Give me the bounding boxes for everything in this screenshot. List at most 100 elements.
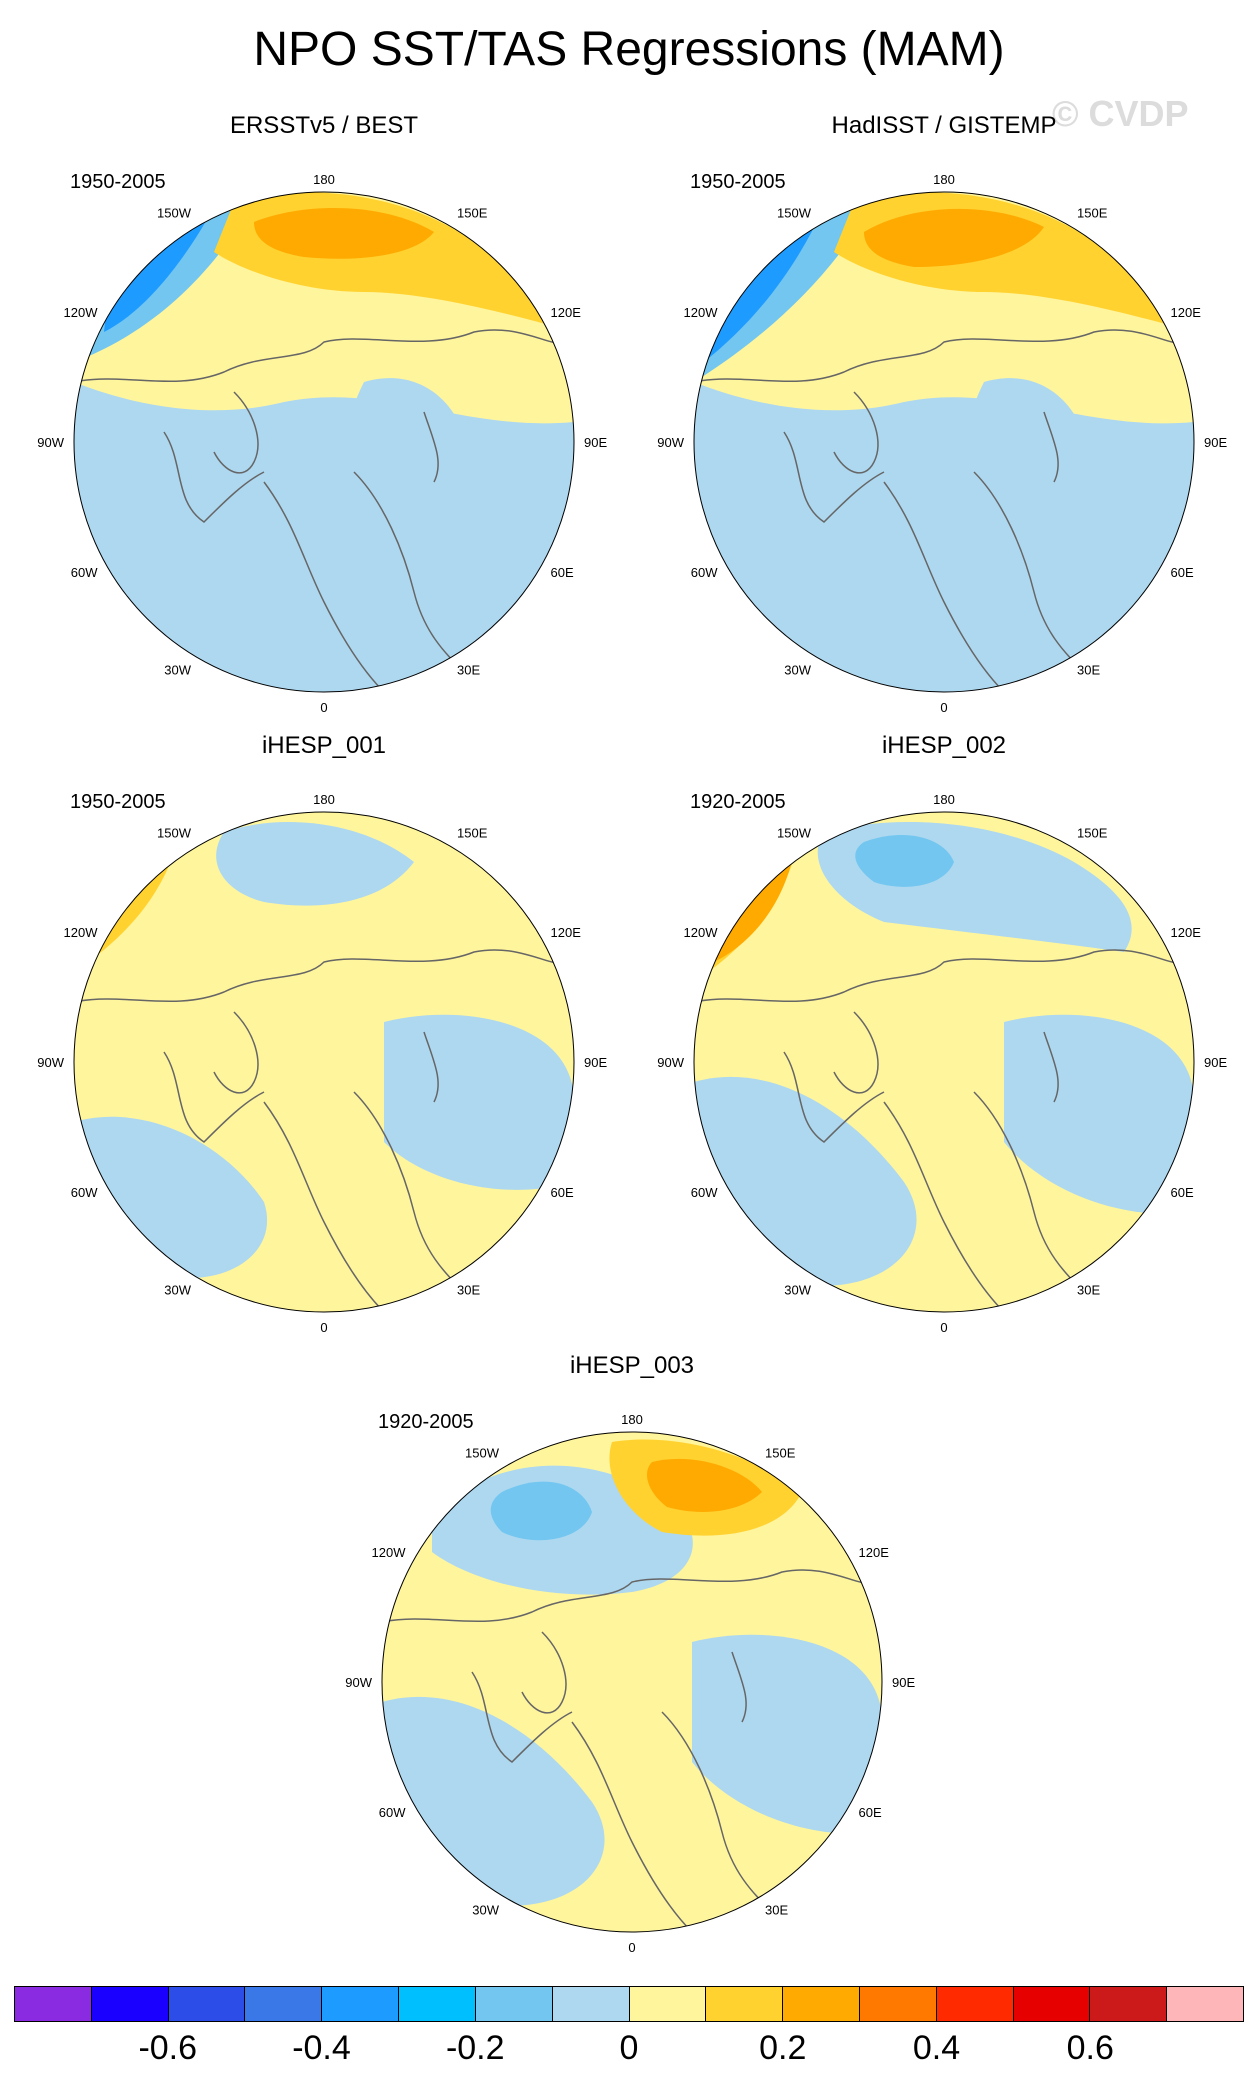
longitude-label: 0: [320, 1320, 327, 1335]
longitude-label: 60W: [379, 1805, 406, 1820]
map-panel: HadISST / GISTEMP 1950-2005 180 0 90W 90E 150W…: [630, 112, 1258, 732]
map-border: [693, 811, 1195, 1313]
coastline: [1043, 411, 1059, 483]
map-border: [381, 1431, 883, 1933]
longitude-label: 0: [320, 700, 327, 715]
longitude-label: 60E: [551, 565, 574, 580]
colorbar-label: 0: [619, 2029, 639, 2067]
regression-contour: [333, 378, 476, 599]
coastline: [783, 431, 885, 523]
longitude-label: 120E: [1171, 925, 1202, 940]
longitude-label: 60W: [71, 1185, 98, 1200]
longitude-label: 60W: [71, 565, 98, 580]
longitude-label: 60E: [1171, 1185, 1194, 1200]
longitude-label: 60E: [551, 1185, 574, 1200]
longitude-label: 60W: [691, 565, 718, 580]
colorbar-label: -0.2: [445, 2029, 505, 2067]
colorbar-box: [936, 1987, 1014, 2021]
longitude-label: 120W: [684, 305, 719, 320]
longitude-label: 90W: [657, 435, 684, 450]
longitude-label: 90E: [584, 1055, 607, 1070]
longitude-label: 150W: [465, 1446, 500, 1461]
longitude-label: 30E: [457, 663, 480, 678]
panel-period: 1950-2005: [70, 171, 166, 193]
map-border: [693, 191, 1195, 693]
longitude-label: 30W: [164, 663, 191, 678]
colorbar-box: [399, 1987, 476, 2021]
longitude-label: 60E: [1171, 565, 1194, 580]
longitude-label: 30E: [765, 1903, 788, 1918]
longitude-label: 90E: [584, 435, 607, 450]
longitude-label: 120W: [64, 925, 99, 940]
longitude-label: 120E: [859, 1545, 890, 1560]
colorbar-label: -0.4: [292, 2029, 351, 2067]
longitude-label: 120W: [372, 1545, 407, 1560]
regression-contour: [254, 208, 434, 259]
coastline: [694, 329, 1194, 383]
coastline: [694, 949, 1194, 1003]
longitude-label: 90W: [37, 1055, 64, 1070]
longitude-label: 180: [933, 172, 955, 187]
regression-contour: [647, 1458, 762, 1512]
coastline: [213, 391, 259, 474]
coastline: [661, 1711, 773, 1913]
coastline: [423, 411, 439, 483]
regression-contour: [216, 822, 414, 906]
longitude-label: 90W: [345, 1675, 372, 1690]
figure-title: NPO SST/TAS Regressions (MAM): [253, 23, 1005, 76]
longitude-label: 30E: [1077, 1283, 1100, 1298]
longitude-label: 0: [940, 700, 947, 715]
longitude-label: 30W: [472, 1903, 499, 1918]
map-border: [73, 811, 575, 1313]
panel-period: 1950-2005: [690, 171, 786, 193]
regression-contour: [855, 834, 954, 887]
longitude-label: 30W: [164, 1283, 191, 1298]
coastline: [163, 1051, 265, 1143]
coastline: [783, 1051, 885, 1143]
colorbar-label: 0.6: [1066, 2029, 1114, 2067]
panel-title: iHESP_003: [569, 1352, 695, 1379]
panel-period: 1920-2005: [690, 791, 786, 813]
coastline: [74, 329, 574, 383]
longitude-label: 0: [940, 1320, 947, 1335]
colorbar-box: [91, 1987, 169, 2021]
coastline: [571, 1721, 693, 1932]
regression-contour: [739, 503, 905, 647]
coastline: [471, 1671, 573, 1763]
colorbar-box: [475, 1987, 553, 2021]
coastline: [973, 1091, 1085, 1293]
longitude-label: 150W: [157, 206, 192, 221]
coastline: [263, 1101, 385, 1312]
panel-title: iHESP_001: [261, 732, 387, 759]
map-panel: ERSSTv5 / BEST 1950-2005 180 0 90W 90E 150W 120…: [10, 112, 638, 732]
coastline: [353, 471, 465, 673]
longitude-label: 60W: [691, 1185, 718, 1200]
colorbar-box: [859, 1987, 937, 2021]
panel-title: ERSSTv5 / BEST: [229, 112, 419, 139]
colorbar-box: [245, 1987, 323, 2021]
coastline: [1043, 1031, 1059, 1103]
coastline: [213, 1011, 259, 1094]
longitude-label: 120E: [551, 925, 582, 940]
polar-map: 180 0 90W 90E 150W 120W 60W 30W 150E 120E 60E 30E: [657, 792, 1227, 1335]
coastline: [833, 391, 879, 474]
polar-map: 180 0 90W 90E 150W 120W 60W 30W 150E 120E 60E 30E: [37, 172, 607, 715]
longitude-label: 30W: [784, 1283, 811, 1298]
regression-contour: [1004, 1014, 1194, 1214]
polar-map: 180 0 90W 90E 150W 120W 60W 30W 150E 120E 60E 30E: [657, 172, 1227, 715]
longitude-label: 120W: [684, 925, 719, 940]
panel-period: 1920-2005: [378, 1411, 474, 1433]
longitude-label: 150E: [1077, 206, 1108, 221]
colorbar-box: [1013, 1987, 1091, 2021]
regression-contour: [692, 1634, 882, 1834]
regression-contour: [119, 503, 285, 647]
coastline: [423, 1031, 439, 1103]
longitude-label: 120W: [64, 305, 99, 320]
longitude-label: 180: [621, 1412, 643, 1427]
coastline: [263, 481, 385, 692]
cvdp-watermark: © CVDP: [1052, 93, 1189, 134]
panel-period: 1950-2005: [70, 791, 166, 813]
coastline: [382, 1569, 882, 1623]
longitude-label: 90E: [1204, 435, 1227, 450]
longitude-label: 180: [933, 792, 955, 807]
